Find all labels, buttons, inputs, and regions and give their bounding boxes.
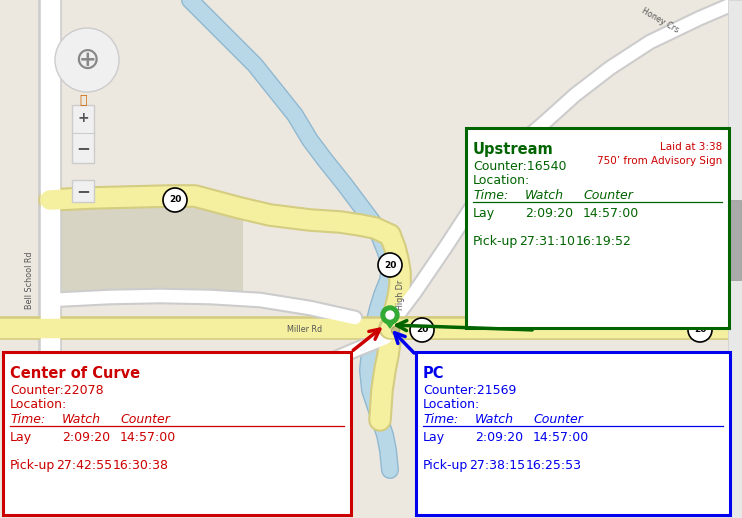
Text: Watch: Watch [62,413,101,426]
Text: 20: 20 [169,195,181,205]
Text: 16:19:52: 16:19:52 [576,235,632,248]
Text: −: − [76,139,90,157]
Polygon shape [384,321,396,329]
Text: Miller Rd: Miller Rd [287,325,323,335]
Text: Counter:22078: Counter:22078 [10,384,104,397]
Text: Time:: Time: [423,413,459,426]
Circle shape [163,188,187,212]
Text: Laid at 3:38: Laid at 3:38 [660,142,722,152]
Text: 16:30:38: 16:30:38 [113,459,169,472]
Circle shape [378,253,402,277]
Bar [72,105,94,163]
Text: Honey Crs: Honey Crs [640,6,680,34]
Text: Watch: Watch [525,189,564,202]
Bar [72,180,94,202]
Text: Pick-up: Pick-up [473,235,518,248]
Text: Location:: Location: [473,174,531,187]
Text: 27:42:55: 27:42:55 [56,459,112,472]
Circle shape [55,28,119,92]
Text: 27:38:15: 27:38:15 [469,459,525,472]
Text: Honey Creek Rd: Honey Creek Rd [582,166,614,230]
Bar [728,0,742,518]
Bar [466,128,729,328]
Text: Lay: Lay [10,431,32,444]
Text: Pick-up: Pick-up [10,459,55,472]
Text: Location:: Location: [10,398,68,411]
Text: −: − [76,182,90,200]
Text: Location:: Location: [423,398,480,411]
Text: High Dr: High Dr [545,313,575,323]
Text: ⊕: ⊕ [74,46,99,75]
Text: Miller Rd: Miller Rd [182,378,218,392]
Text: 27:31:10: 27:31:10 [519,235,575,248]
Text: 14:57:00: 14:57:00 [583,207,640,220]
Text: 16:25:53: 16:25:53 [526,459,582,472]
Text: 14:57:00: 14:57:00 [120,431,177,444]
Text: High Dr: High Dr [645,313,675,323]
Bar [416,352,730,515]
Text: 750’ from Advisory Sign: 750’ from Advisory Sign [597,156,722,166]
Text: 🚶: 🚶 [79,94,87,107]
Ellipse shape [696,174,724,196]
Text: 20: 20 [694,325,706,335]
Text: Lay: Lay [423,431,445,444]
Text: 20: 20 [416,325,428,335]
Text: 2:09:20: 2:09:20 [475,431,523,444]
Text: Bell School Rd: Bell School Rd [25,251,34,309]
Ellipse shape [696,361,714,375]
Text: Counter: Counter [533,413,583,426]
Text: Center of Curve: Center of Curve [10,366,140,381]
Text: Pick-up: Pick-up [423,459,468,472]
Text: Watch: Watch [475,413,514,426]
Text: 14:57:00: 14:57:00 [533,431,589,444]
Text: PC: PC [423,366,444,381]
Text: Time:: Time: [10,413,45,426]
Bar [729,200,741,280]
Bar [58,202,243,297]
Text: 20: 20 [384,261,396,269]
Text: Counter:21569: Counter:21569 [423,384,516,397]
Text: High Dr: High Dr [396,280,405,310]
Text: 2:09:20: 2:09:20 [62,431,110,444]
Circle shape [386,311,394,319]
Circle shape [410,318,434,342]
Circle shape [381,306,399,324]
Text: Counter: Counter [583,189,633,202]
Text: 2:09:20: 2:09:20 [525,207,573,220]
Text: Upstream: Upstream [473,142,554,157]
Text: Lay: Lay [473,207,495,220]
Circle shape [688,318,712,342]
Bar [3,352,351,515]
Text: Time:: Time: [473,189,508,202]
Text: +: + [77,111,89,125]
Text: Counter: Counter [120,413,170,426]
Text: Counter:16540: Counter:16540 [473,160,566,173]
